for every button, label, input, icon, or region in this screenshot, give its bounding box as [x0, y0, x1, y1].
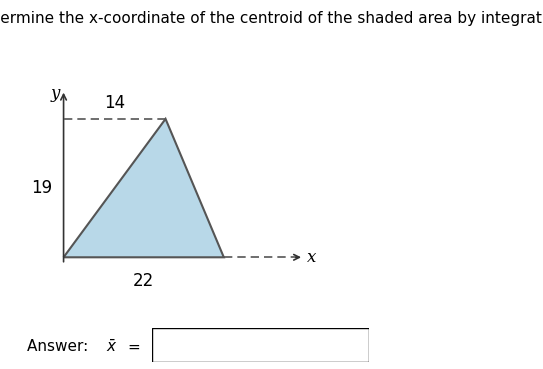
Text: x: x: [307, 249, 316, 266]
Text: 22: 22: [133, 272, 154, 290]
FancyBboxPatch shape: [152, 328, 369, 362]
Text: Determine the x-coordinate of the centroid of the shaded area by integration.: Determine the x-coordinate of the centro…: [0, 11, 543, 26]
Text: 19: 19: [31, 179, 53, 197]
Text: y: y: [50, 85, 60, 102]
Text: =: =: [128, 339, 140, 354]
Text: Answer:: Answer:: [27, 339, 93, 354]
Text: 14: 14: [104, 94, 125, 111]
Text: $\bar{x}$: $\bar{x}$: [106, 339, 117, 355]
Polygon shape: [64, 119, 224, 257]
